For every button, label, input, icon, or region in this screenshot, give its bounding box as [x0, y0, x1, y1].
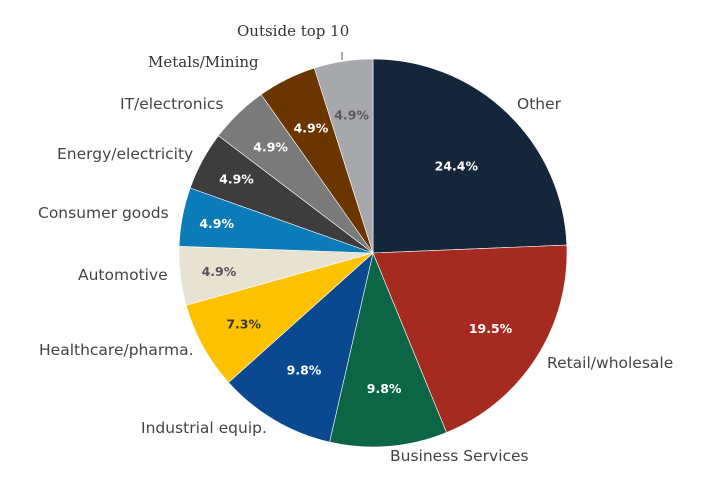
value-label-retail-wholesale: 19.5%	[469, 321, 513, 336]
category-label-healthcare-pharma: Healthcare/pharma.	[39, 341, 194, 359]
value-label-outside-top-10: 4.9%	[334, 108, 369, 123]
pie-category-labels: Other Retail/wholesale Business Services In…	[38, 22, 673, 465]
value-label-industrial-equip: 9.8%	[287, 363, 322, 378]
category-label-other: Other	[517, 95, 562, 113]
category-label-outside-top-10: Outside top 10	[237, 22, 349, 40]
pie-slice-retail-wholesale	[372, 244, 568, 433]
value-label-consumer-goods: 4.9%	[199, 216, 234, 231]
category-label-energy-electricity: Energy/electricity	[57, 145, 193, 163]
pie-slices	[178, 58, 568, 448]
category-label-consumer-goods: Consumer goods	[38, 204, 169, 222]
category-label-industrial-equip: Industrial equip.	[141, 419, 267, 437]
category-label-automotive: Automotive	[78, 266, 168, 284]
value-label-business-services: 9.8%	[367, 381, 402, 396]
pie-slice-outside-top-10	[313, 58, 374, 254]
value-label-metals-mining: 4.9%	[294, 120, 329, 135]
pie-value-labels: 24.4% 19.5% 9.8% 9.8% 7.3% 4.9% 4.9% 4.9% 4.9% 4.…	[199, 108, 512, 396]
value-label-other: 24.4%	[435, 159, 479, 174]
pie-slice-business-services	[329, 252, 447, 448]
value-label-healthcare-pharma: 7.3%	[226, 316, 261, 331]
pie-slice-industrial-equip	[228, 252, 374, 443]
value-label-energy-electricity: 4.9%	[219, 172, 254, 187]
category-label-business-services: Business Services	[390, 447, 529, 465]
category-label-retail-wholesale: Retail/wholesale	[547, 354, 673, 372]
category-label-it-electronics: IT/electronics	[120, 95, 223, 113]
value-label-it-electronics: 4.9%	[253, 140, 288, 155]
category-label-metals-mining: Metals/Mining	[148, 53, 259, 71]
pie-slice-other	[372, 58, 568, 254]
value-label-automotive: 4.9%	[202, 264, 237, 279]
